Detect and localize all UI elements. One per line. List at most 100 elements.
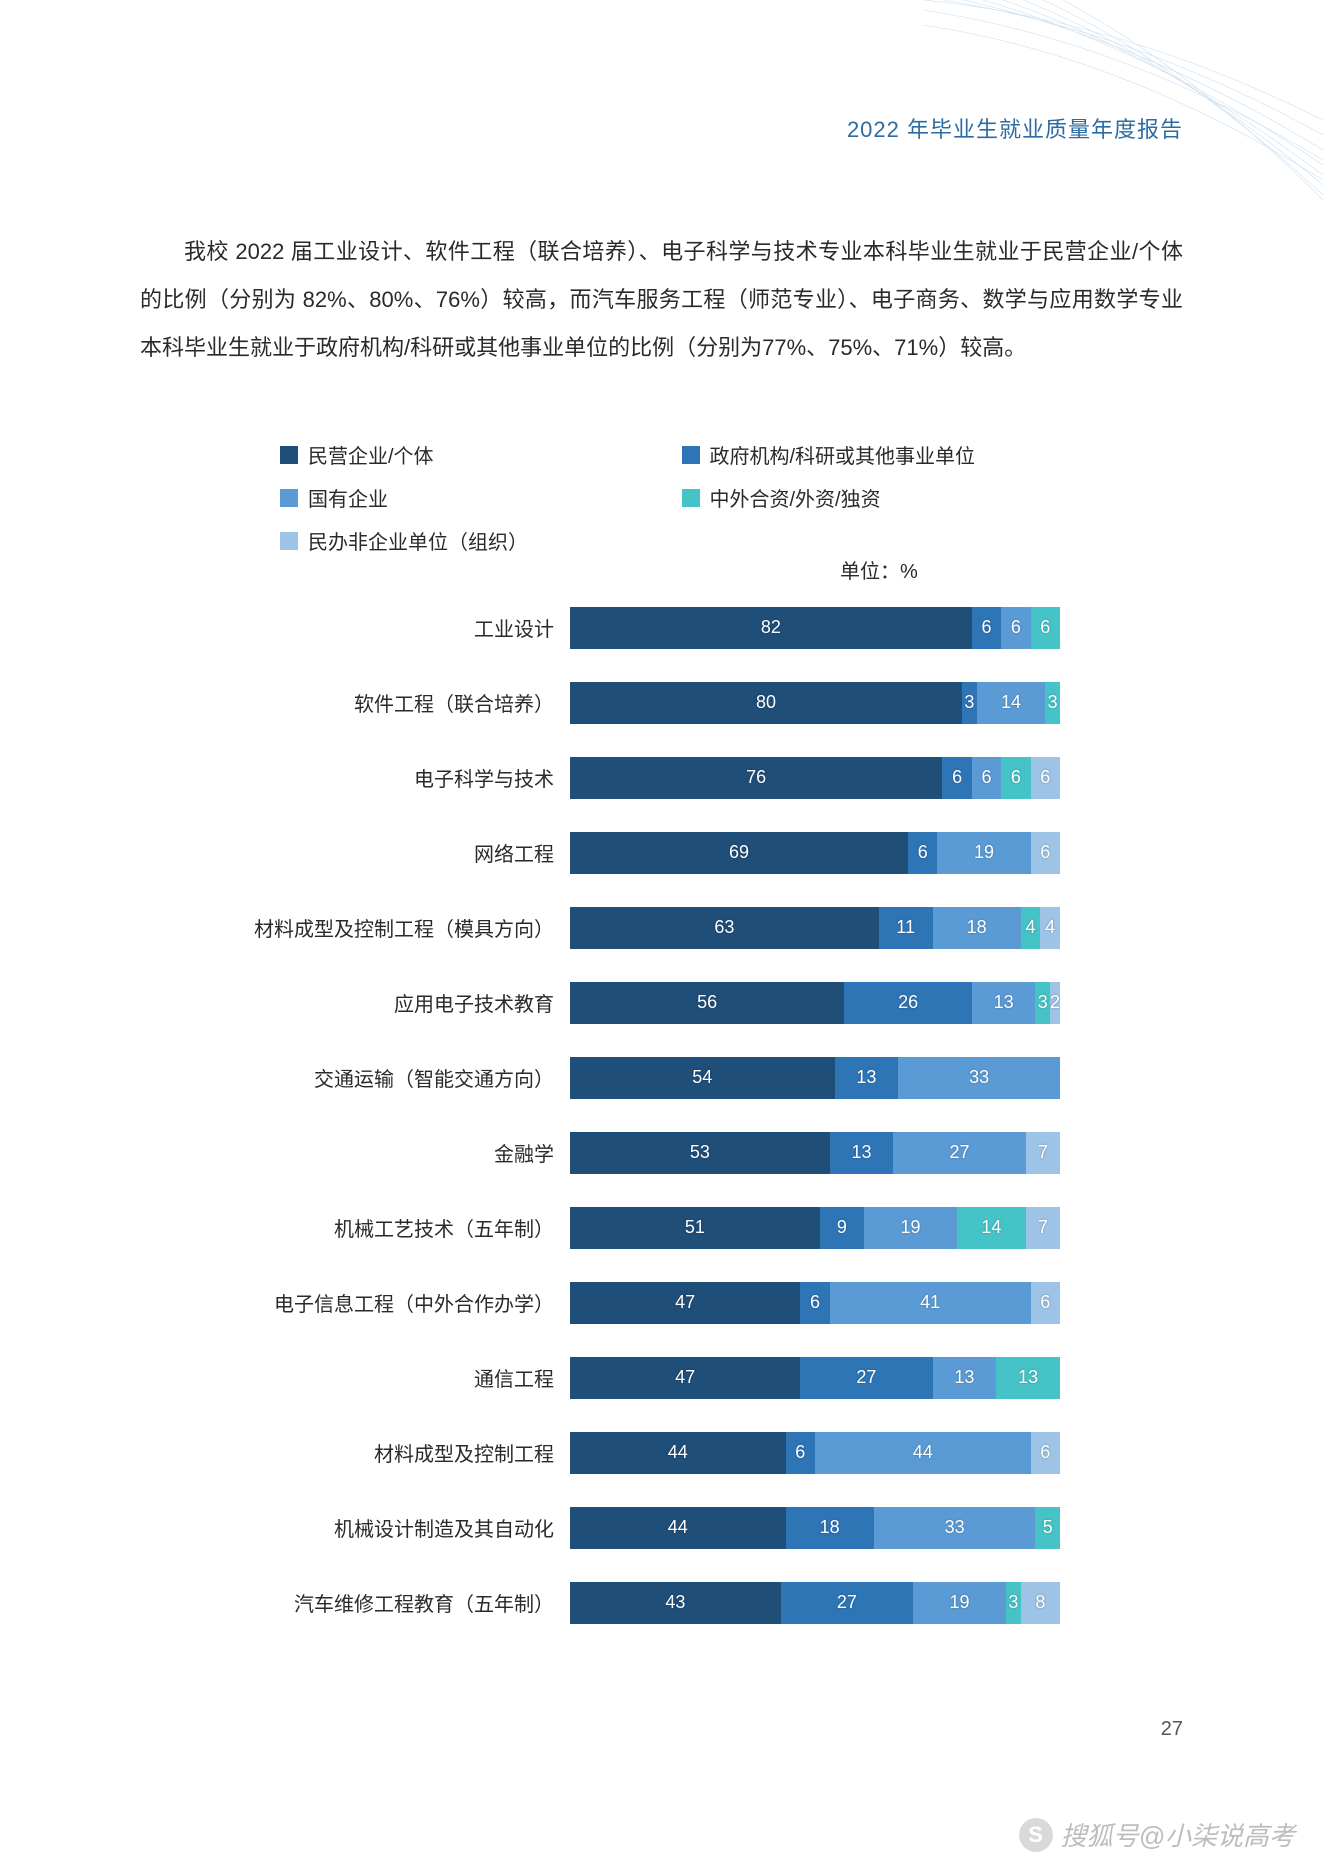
chart-segment-value: 3 [964,692,974,713]
legend-label: 中外合资/外资/独资 [710,483,881,512]
chart-segment: 6 [1031,757,1060,799]
chart-segment-value: 51 [685,1217,705,1238]
chart-segment: 7 [1026,1132,1060,1174]
chart-segment: 3 [1045,682,1060,724]
page-number: 27 [1161,1718,1183,1741]
chart-row-label: 软件工程（联合培养） [140,688,570,717]
chart-segment: 3 [1006,1582,1021,1624]
chart-segment: 6 [786,1432,815,1474]
chart-segment-value: 27 [856,1367,876,1388]
chart-segment-value: 14 [1001,692,1021,713]
chart-row-label: 机械工艺技术（五年制） [140,1213,570,1242]
chart-segment-value: 56 [697,992,717,1013]
chart-segment-value: 33 [969,1067,989,1088]
chart-row-bar: 80 3 14 3 [570,682,1060,724]
chart-row-bar: 766666 [570,757,1060,799]
chart-segment: 13 [933,1357,997,1399]
chart-segment-value: 63 [714,917,734,938]
chart-segment-value: 27 [837,1592,857,1613]
chart-segment: 80 [570,682,962,724]
chart-segment: 4 [1040,907,1060,949]
chart-row-bar: 5413 33 [570,1057,1060,1099]
chart-segment-value: 9 [837,1217,847,1238]
chart-segment: 6 [972,757,1001,799]
chart-row-label: 电子信息工程（中外合作办学） [140,1288,570,1317]
chart-row-bar: 51919147 [570,1207,1060,1249]
chart-row-bar: 56261332 [570,982,1060,1024]
chart-segment-value: 7 [1038,1142,1048,1163]
chart-row-label: 机械设计制造及其自动化 [140,1513,570,1542]
chart-segment-value: 6 [1040,767,1050,788]
chart-segment-value: 8 [1035,1592,1045,1613]
chart-segment: 6 [972,607,1001,649]
chart-segment: 63 [570,907,879,949]
chart-row: 材料成型及控制工程446446 [140,1415,1180,1490]
chart-segment: 13 [972,982,1036,1024]
chart-segment-value: 43 [665,1592,685,1613]
chart-segment-value: 13 [1018,1367,1038,1388]
chart-row: 汽车维修工程教育（五年制）43271938 [140,1565,1180,1640]
legend-label: 民营企业/个体 [308,440,434,469]
chart-segment: 44 [570,1507,786,1549]
legend-item: 政府机构/科研或其他事业单位 [682,440,1044,469]
chart-segment-value: 3 [1008,1592,1018,1613]
chart-segment: 82 [570,607,972,649]
chart-segment: 6 [800,1282,829,1324]
chart-segment-value: 47 [675,1292,695,1313]
chart-segment-value: 27 [950,1142,970,1163]
chart-segment: 13 [835,1057,899,1099]
legend-swatch [280,489,298,507]
chart-row: 网络工程696196 [140,815,1180,890]
chart-segment-value: 13 [852,1142,872,1163]
chart-segment-value: 80 [756,692,776,713]
chart-row-bar: 4418335 [570,1507,1060,1549]
chart-segment-value: 18 [967,917,987,938]
chart-segment-value: 13 [994,992,1014,1013]
legend-label: 政府机构/科研或其他事业单位 [710,440,976,469]
sohu-icon: S [1019,1818,1053,1852]
chart-segment: 6 [908,832,937,874]
legend-swatch [682,489,700,507]
chart-segment: 51 [570,1207,820,1249]
legend-item: 中外合资/外资/独资 [682,483,1044,512]
chart-segment-value: 19 [974,842,994,863]
chart-segment-value: 41 [920,1292,940,1313]
chart-row-label: 网络工程 [140,838,570,867]
chart-segment-value: 6 [1040,617,1050,638]
chart-segment-value: 76 [746,767,766,788]
chart-segment-value: 33 [945,1517,965,1538]
employment-chart: 工业设计82666软件工程（联合培养）803143电子科学与技术766666网络… [140,590,1180,1640]
chart-segment-value: 18 [820,1517,840,1538]
chart-segment: 6 [1031,607,1060,649]
chart-segment: 8 [1021,1582,1060,1624]
chart-segment: 2 [1050,982,1060,1024]
chart-segment-value: 6 [1011,767,1021,788]
chart-segment-value: 6 [981,617,991,638]
chart-segment: 14 [977,682,1046,724]
chart-segment: 44 [570,1432,786,1474]
chart-segment: 13 [830,1132,894,1174]
chart-row: 交通运输（智能交通方向）541333 [140,1040,1180,1115]
legend-label: 国有企业 [308,483,388,512]
chart-segment: 54 [570,1057,835,1099]
chart-segment: 33 [874,1507,1036,1549]
chart-segment-value: 4 [1045,917,1055,938]
chart-segment: 3 [1035,982,1050,1024]
chart-row: 电子科学与技术766666 [140,740,1180,815]
chart-segment-value: 82 [761,617,781,638]
chart-row-bar: 47271313 [570,1357,1060,1399]
chart-segment: 6 [1001,757,1030,799]
chart-row: 电子信息工程（中外合作办学）476416 [140,1265,1180,1340]
chart-segment: 43 [570,1582,781,1624]
legend-label: 民办非企业单位（组织） [308,526,528,555]
chart-segment: 7 [1026,1207,1060,1249]
chart-segment-value: 6 [1040,842,1050,863]
chart-segment: 41 [830,1282,1031,1324]
chart-segment: 3 [962,682,977,724]
chart-segment-value: 6 [952,767,962,788]
chart-row-bar: 476416 [570,1282,1060,1324]
chart-segment-value: 44 [668,1517,688,1538]
chart-segment: 19 [864,1207,957,1249]
chart-segment: 13 [996,1357,1060,1399]
chart-row-bar: 5313277 [570,1132,1060,1174]
